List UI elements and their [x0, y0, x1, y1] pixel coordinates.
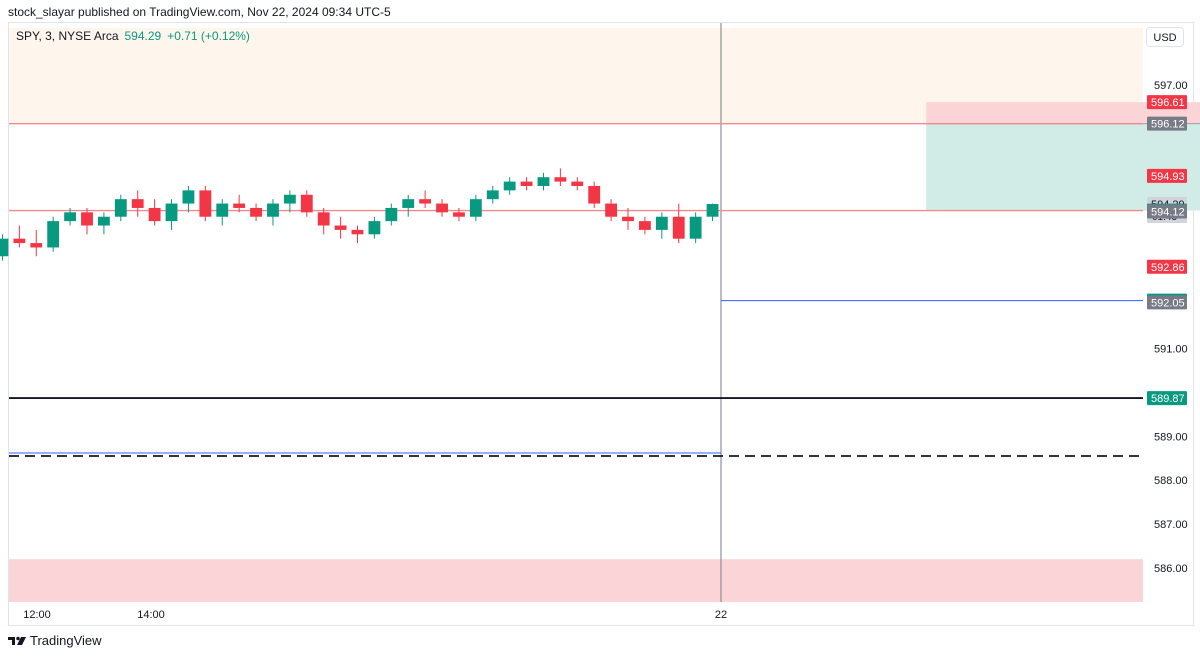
y-tick-label: 588.00 — [1154, 475, 1188, 487]
x-tick-label: 12:00 — [23, 609, 51, 621]
candle-body — [30, 243, 43, 248]
candle-body — [689, 216, 702, 239]
price-label-bg — [1147, 295, 1187, 310]
price-label-badge: 596.61 — [1147, 95, 1187, 110]
price-label-text: 594.93 — [1151, 171, 1185, 183]
price-label-badge: 592.05 — [1147, 295, 1187, 310]
candle-body — [64, 212, 77, 222]
price-label-badge: 594.93 — [1147, 168, 1187, 183]
price-label-text: 592.86 — [1151, 262, 1185, 274]
price-label-badge: 594.12 — [1147, 204, 1187, 219]
candle-body — [334, 225, 347, 230]
y-tick-label: 587.00 — [1154, 519, 1188, 531]
price-label-bg — [1147, 116, 1187, 131]
candle-body — [114, 199, 127, 217]
symbol-legend[interactable]: SPY, 3, NYSE Arca 594.29 +0.71 (+0.12%) — [16, 29, 250, 43]
candle-body — [317, 212, 330, 226]
candle-body — [655, 216, 668, 230]
candle-body — [706, 203, 719, 217]
x-tick-label: 22 — [715, 609, 727, 621]
price-label-text: 594.12 — [1151, 206, 1185, 218]
position-1-target-zone — [926, 123, 1200, 211]
tradingview-logo-icon — [8, 636, 26, 645]
zone-support — [9, 559, 1143, 602]
candle-body — [233, 203, 246, 208]
y-tick-label: 597.00 — [1154, 80, 1188, 92]
candle-body — [182, 190, 195, 204]
y-tick-label: 591.00 — [1154, 343, 1188, 355]
price-label-badge: 589.87 — [1147, 391, 1187, 406]
candle-body — [419, 199, 432, 204]
price-label-bg — [1147, 391, 1187, 406]
candle-body — [300, 194, 313, 213]
candle-body — [351, 229, 364, 235]
candle-body — [216, 203, 229, 217]
candle-body — [503, 181, 516, 191]
candle-body — [520, 181, 533, 186]
position-1-stop-zone — [926, 102, 1200, 124]
candle-body — [0, 238, 9, 257]
brand-label: TradingView — [30, 633, 102, 648]
x-tick-label: 14:00 — [137, 609, 165, 621]
candle-body — [97, 216, 110, 226]
candle-body — [436, 203, 448, 213]
candle-body — [605, 203, 618, 217]
candle-body — [267, 203, 279, 217]
candle-body — [588, 185, 601, 204]
candle-body — [13, 238, 26, 244]
legend-symbol: SPY, 3, NYSE Arca — [16, 29, 119, 43]
candle-body — [571, 181, 584, 186]
price-label-bg — [1147, 95, 1187, 110]
candle-body — [469, 199, 482, 217]
price-label-badge: 596.12 — [1147, 116, 1187, 131]
candle-body — [165, 203, 178, 222]
candle-body — [148, 207, 161, 222]
candle-body — [47, 221, 60, 248]
price-label-text: 596.61 — [1151, 97, 1185, 109]
candle-body — [486, 190, 499, 200]
candle-body — [283, 194, 296, 204]
candle-body — [537, 177, 550, 186]
legend-price: 594.29 — [124, 29, 162, 43]
chart-frame — [8, 22, 1194, 626]
currency-button[interactable]: USD — [1146, 27, 1184, 47]
candle-body — [199, 190, 212, 217]
candle-body — [385, 207, 398, 222]
y-tick-label: 586.00 — [1154, 563, 1188, 575]
candle-body — [622, 216, 634, 222]
tradingview-brand[interactable]: TradingView — [8, 633, 102, 648]
y-tick-label: 589.00 — [1154, 431, 1188, 443]
candle-body — [672, 216, 685, 239]
price-label-text: 589.87 — [1151, 393, 1185, 405]
published-header: stock_slayar published on TradingView.co… — [8, 5, 391, 19]
candle-body — [250, 207, 262, 217]
candle-body — [368, 221, 381, 235]
price-label-text: 596.12 — [1151, 119, 1185, 131]
candle-body — [453, 212, 465, 217]
price-label-badge: 592.86 — [1147, 259, 1187, 274]
price-label-text: 592.05 — [1151, 297, 1185, 309]
candle-body — [81, 212, 93, 226]
legend-change: +0.71 (+0.12%) — [167, 29, 250, 43]
candle-body — [639, 221, 651, 230]
price-label-bg — [1147, 259, 1187, 274]
candle-body — [554, 177, 567, 182]
price-label-bg — [1147, 168, 1187, 183]
price-label-bg — [1147, 204, 1187, 219]
candle-body — [402, 199, 415, 208]
candle-body — [131, 199, 144, 208]
